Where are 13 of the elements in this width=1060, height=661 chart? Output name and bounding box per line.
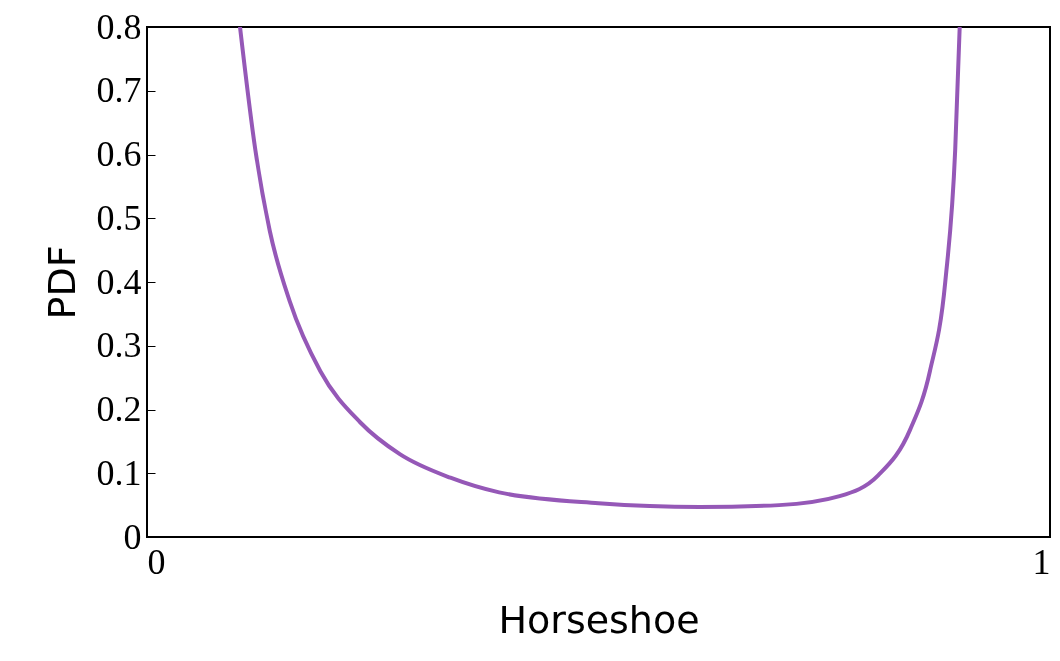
x-axis-title: Horseshoe <box>498 597 700 642</box>
y-tick-label: 0 <box>123 516 142 557</box>
line-series <box>238 27 962 510</box>
y-tick-label: 0.8 <box>96 6 142 47</box>
y-axis-title: PDF <box>39 245 84 320</box>
y-tick-label: 0.5 <box>96 197 142 238</box>
y-tick-label: 0.3 <box>96 325 142 366</box>
y-tick-label: 0.4 <box>96 261 142 302</box>
y-tick-label: 0.1 <box>96 452 142 493</box>
y-tick-label: 0.2 <box>96 389 142 429</box>
x-tick-label: 1 <box>1032 541 1051 582</box>
y-tick-label: 0.7 <box>96 70 142 111</box>
y-tick-label: 0.6 <box>96 134 142 174</box>
